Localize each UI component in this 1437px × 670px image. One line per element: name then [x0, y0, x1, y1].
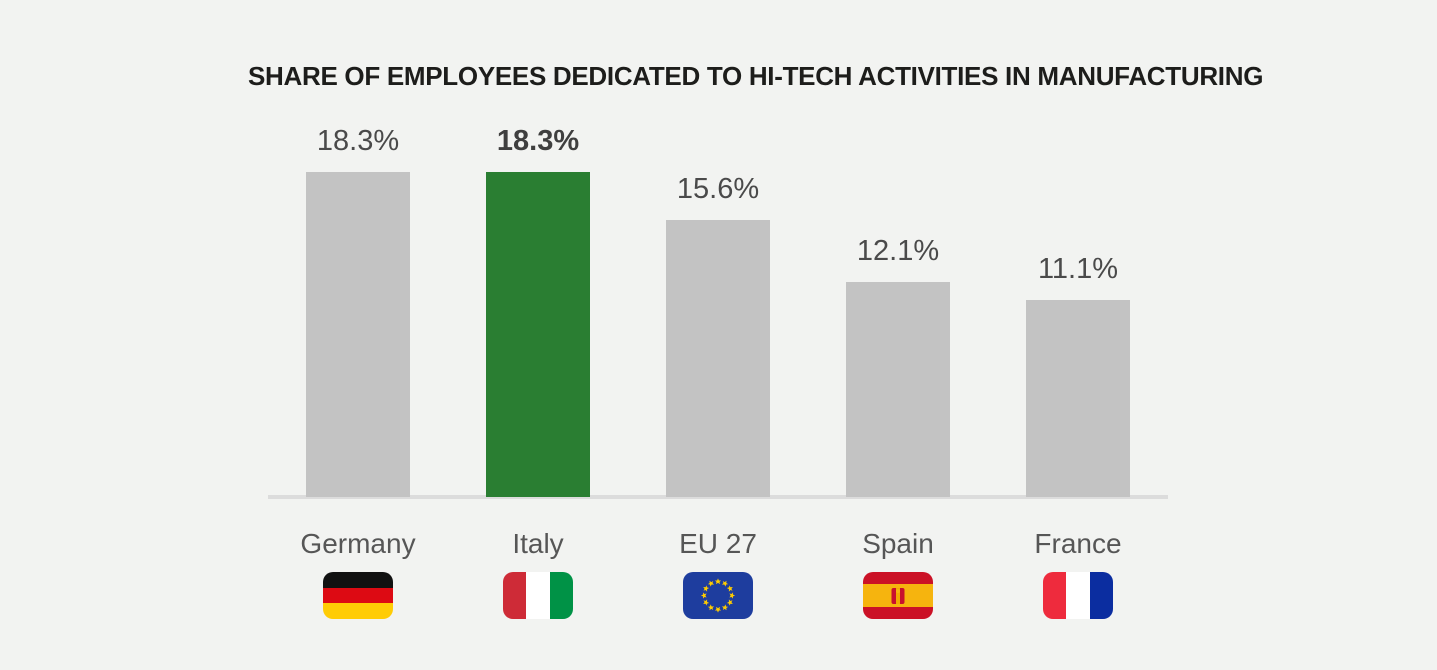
- value-label: 15.6%: [676, 173, 760, 205]
- bar-eu27: [666, 220, 770, 497]
- spain-flag-coat-of-arms: [891, 587, 905, 604]
- bar-column-eu27: 15.6% EU 27: [628, 0, 808, 670]
- italy-flag-red-stripe: [503, 572, 527, 619]
- value-label: 11.1%: [1037, 253, 1119, 285]
- spain-flag-yellow-stripe: [863, 583, 933, 608]
- germany-flag-red-stripe: [323, 587, 393, 604]
- italy-flag-green-stripe: [549, 572, 573, 619]
- value-label: 18.3%: [496, 125, 580, 157]
- france-flag-icon: [1043, 572, 1113, 619]
- spain-flag-red-stripe-top: [863, 572, 933, 584]
- france-flag-white-stripe: [1066, 572, 1090, 619]
- category-label-france: France: [1034, 528, 1122, 559]
- bar-column-france: 11.1% France: [988, 0, 1168, 670]
- germany-flag-black-stripe: [323, 572, 393, 588]
- bar-column-italy: 18.3% Italy: [448, 0, 628, 670]
- bar-column-germany: 18.3% Germany: [268, 0, 448, 670]
- bar-france: [1026, 300, 1130, 497]
- x-axis-baseline: [268, 495, 1168, 499]
- eu-flag-stars: [700, 578, 736, 613]
- category-label-italy: Italy: [512, 528, 564, 559]
- eu-flag-icon: [683, 572, 753, 619]
- france-flag-blue-stripe: [1089, 572, 1113, 619]
- bar-spain: [846, 282, 950, 497]
- italy-flag-white-stripe: [526, 572, 550, 619]
- value-label: 18.3%: [316, 125, 400, 157]
- bar-column-spain: 12.1% Spain: [808, 0, 988, 670]
- chart-title: SHARE OF EMPLOYEES DEDICATED TO HI-TECH …: [248, 61, 1264, 91]
- bar-italy-highlighted: [486, 172, 590, 497]
- value-label: 12.1%: [856, 235, 940, 267]
- bar-chart: 18.3% Germany 18.3% Italy 15.6% EU: [268, 0, 1168, 670]
- spain-flag-icon: [863, 572, 933, 619]
- category-label-eu27: EU 27: [679, 528, 757, 559]
- italy-flag-icon: [503, 572, 573, 619]
- france-flag-red-stripe: [1043, 572, 1067, 619]
- category-label-germany: Germany: [300, 528, 416, 559]
- category-label-spain: Spain: [862, 528, 934, 559]
- germany-flag-gold-stripe: [323, 603, 393, 619]
- spain-flag-red-stripe-bottom: [863, 607, 933, 619]
- germany-flag-icon: [323, 572, 393, 619]
- bar-germany: [306, 172, 410, 497]
